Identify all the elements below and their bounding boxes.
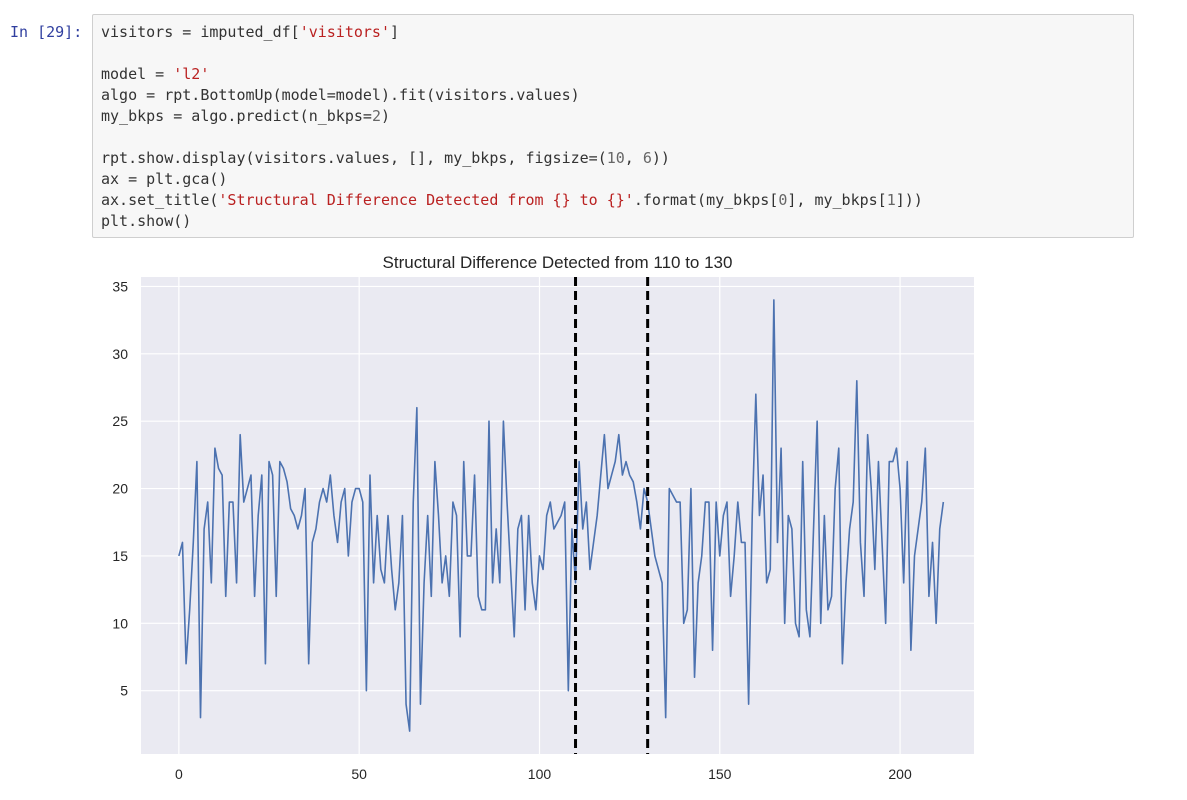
series-line — [178, 299, 945, 732]
code-string-token: 'l2' — [173, 65, 210, 83]
x-tick-label: 150 — [708, 766, 732, 782]
code-token: ])) — [895, 191, 923, 209]
y-tick-label: 25 — [112, 413, 128, 429]
y-tick-label: 15 — [112, 548, 128, 564]
code-token: my_bkps = algo.predict(n_bkps= — [101, 107, 372, 125]
code-line: ax.set_title('Structural Difference Dete… — [101, 190, 923, 211]
code-token: )) — [651, 149, 670, 167]
input-prompt: In [29]: — [10, 23, 83, 41]
y-tick-label: 20 — [112, 481, 128, 497]
code-line: algo = rpt.BottomUp(model=model).fit(vis… — [101, 85, 923, 106]
breakpoint-line-chart: 5 10 15 20 25 30 35 0 50 100 150 200 Structural Di… — [112, 253, 974, 782]
x-tick-label: 50 — [351, 766, 367, 782]
code-token: ax = plt.gca() — [101, 170, 228, 188]
code-token: plt.show() — [101, 212, 192, 230]
x-tick-labels: 0 50 100 150 200 — [175, 766, 912, 782]
code-token: ], my_bkps[ — [787, 191, 887, 209]
y-tick-label: 10 — [112, 615, 128, 631]
output-area: 5 10 15 20 25 30 35 0 50 100 150 200 Structural Di… — [92, 246, 992, 795]
code-token: .format(my_bkps[ — [633, 191, 779, 209]
code-line: rpt.show.display(visitors.values, [], my… — [101, 148, 923, 169]
code-token: algo = rpt.BottomUp(model=model).fit(vis… — [101, 86, 580, 104]
code-token: visitors = imputed_df[ — [101, 23, 300, 41]
code-line: model = 'l2' — [101, 64, 923, 85]
code-token: rpt.show.display(visitors.values, [], my… — [101, 149, 607, 167]
y-tick-label: 30 — [112, 346, 128, 362]
series-group — [178, 299, 945, 732]
code-line: visitors = imputed_df['visitors'] — [101, 22, 923, 43]
y-tick-label: 5 — [120, 683, 128, 699]
y-tick-label: 35 — [112, 278, 128, 294]
code-line: plt.show() — [101, 211, 923, 232]
code-token: ) — [380, 107, 390, 125]
x-tick-label: 200 — [888, 766, 912, 782]
breakpoint-lines — [574, 277, 650, 754]
code-token: model = — [101, 65, 174, 83]
code-token: , — [624, 149, 643, 167]
code-token: ax.set_title( — [101, 191, 219, 209]
x-tick-label: 0 — [175, 766, 183, 782]
code-string-token: 'visitors' — [299, 23, 390, 41]
x-tick-label: 100 — [528, 766, 552, 782]
code-token: ] — [390, 23, 400, 41]
y-tick-labels: 5 10 15 20 25 30 35 — [112, 278, 128, 698]
code-line: my_bkps = algo.predict(n_bkps=2) — [101, 106, 923, 127]
chart-title: Structural Difference Detected from 110 … — [383, 253, 733, 272]
code-line — [101, 43, 923, 64]
code-block[interactable]: visitors = imputed_df['visitors'] model =… — [101, 22, 923, 232]
grid-lines — [141, 277, 974, 754]
code-string-token: 'Structural Difference Detected from {} … — [218, 191, 634, 209]
code-number-token: 1 — [886, 191, 896, 209]
code-line — [101, 127, 923, 148]
code-line: ax = plt.gca() — [101, 169, 923, 190]
code-number-token: 6 — [642, 149, 652, 167]
code-number-token: 2 — [371, 107, 381, 125]
code-number-token: 10 — [606, 149, 625, 167]
code-number-token: 0 — [778, 191, 788, 209]
plot-background — [141, 277, 974, 754]
code-input-area[interactable]: visitors = imputed_df['visitors'] model =… — [92, 14, 1134, 238]
